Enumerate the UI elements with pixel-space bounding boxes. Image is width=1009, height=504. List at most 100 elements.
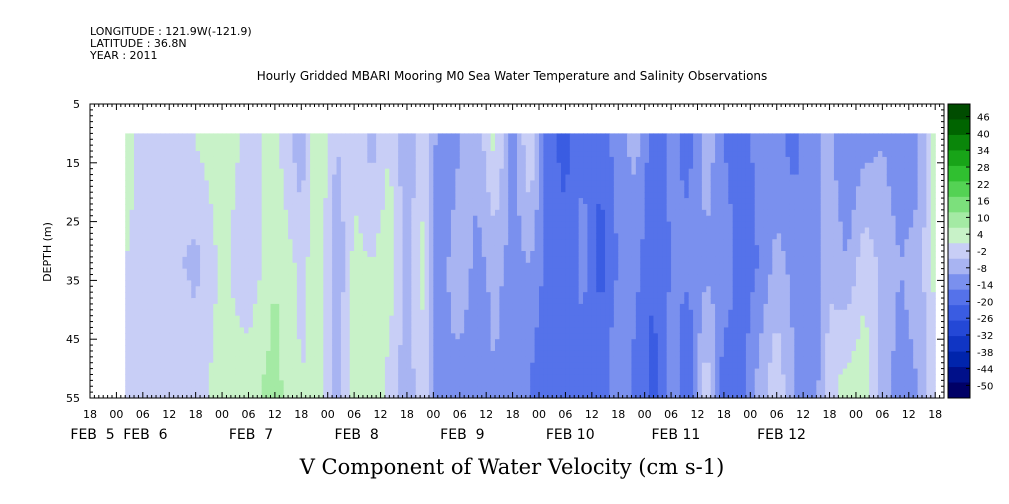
heatmap-cell [574,186,580,193]
heatmap-cell [226,345,232,352]
heatmap-cell [420,350,426,358]
heatmap-cell [244,256,250,264]
heatmap-cell [125,215,131,223]
heatmap-cell [178,274,184,281]
heatmap-cell [530,386,536,393]
heatmap-cell [261,392,267,399]
heatmap-cell [226,251,232,258]
heatmap-cell [129,162,135,170]
heatmap-cell [376,151,382,158]
heatmap-cell [499,174,505,182]
heatmap-cell [336,168,342,176]
heatmap-cell [450,256,456,264]
heatmap-cell [270,274,276,281]
heatmap-cell [257,245,263,252]
heatmap-cell [539,239,545,246]
heatmap-cell [565,198,571,205]
heatmap-cell [371,280,377,287]
heatmap-cell [600,156,606,164]
heatmap-cell [164,221,170,229]
heatmap-cell [340,221,346,229]
heatmap-cell [138,256,144,264]
heatmap-cell [455,362,461,370]
heatmap-cell [415,321,421,329]
heatmap-cell [248,174,254,182]
heatmap-cell [371,251,377,258]
heatmap-cell [415,368,421,376]
heatmap-cell [591,151,597,158]
heatmap-cell [340,386,346,393]
heatmap-cell [521,245,527,252]
heatmap-cell [164,145,170,152]
heatmap-cell [310,303,316,311]
heatmap-cell [213,303,219,311]
heatmap-cell [204,292,210,299]
heatmap-cell [134,209,140,217]
heatmap-cell [208,139,214,146]
heatmap-cell [420,168,426,176]
heatmap-cell [415,162,421,170]
heatmap-cell [411,192,417,199]
heatmap-cell [178,192,184,199]
heatmap-cell [398,133,404,140]
heatmap-cell [459,186,465,193]
heatmap-cell [565,251,571,258]
heatmap-cell [393,192,399,199]
heatmap-cell [239,350,245,358]
heatmap-cell [530,356,536,364]
heatmap-cell [213,203,219,211]
heatmap-cell [327,180,333,187]
heatmap-cell [464,268,470,276]
heatmap-cell [336,392,342,399]
heatmap-cell [552,251,558,258]
heatmap-cell [406,251,412,258]
heatmap-cell [561,268,567,276]
heatmap-cell [415,262,421,270]
heatmap-cell [578,215,584,223]
heatmap-cell [459,339,465,346]
heatmap-cell [288,239,294,246]
heatmap-cell [578,186,584,193]
heatmap-cell [530,180,536,187]
heatmap-cell [129,145,135,152]
heatmap-cell [556,362,562,370]
heatmap-cell [433,392,439,399]
heatmap-cell [517,298,522,305]
heatmap-cell [442,251,448,258]
heatmap-cell [472,280,478,287]
heatmap-cell [556,203,562,211]
heatmap-cell [349,298,355,305]
heatmap-cell [517,368,522,376]
heatmap-cell [424,356,430,364]
heatmap-cell [534,280,540,287]
heatmap-cell [398,280,404,287]
heatmap-cell [261,162,267,170]
heatmap-cell [318,145,324,152]
heatmap-cell [367,174,373,182]
heatmap-cell [261,239,267,246]
heatmap-cell [354,392,360,399]
heatmap-cell [565,215,571,223]
heatmap-cell [367,227,373,234]
heatmap-cell [283,198,289,205]
heatmap-cell [574,362,580,370]
heatmap-cell [208,356,214,364]
heatmap-cell [446,174,452,182]
heatmap-cell [178,350,184,358]
heatmap-cell [208,221,214,229]
heatmap-cell [318,221,324,229]
heatmap-cell [472,350,478,358]
heatmap-cell [490,268,496,276]
heatmap-cell [600,145,606,152]
heatmap-cell [437,256,443,264]
heatmap-cell [398,362,404,370]
heatmap-cell [490,221,496,229]
heatmap-cell [389,156,395,164]
heatmap-cell [283,280,289,287]
heatmap-cell [459,180,465,187]
heatmap-cell [332,339,338,346]
heatmap-cell [600,315,606,323]
heatmap-cell [420,156,426,164]
heatmap-cell [583,380,589,387]
heatmap-cell [503,239,509,246]
